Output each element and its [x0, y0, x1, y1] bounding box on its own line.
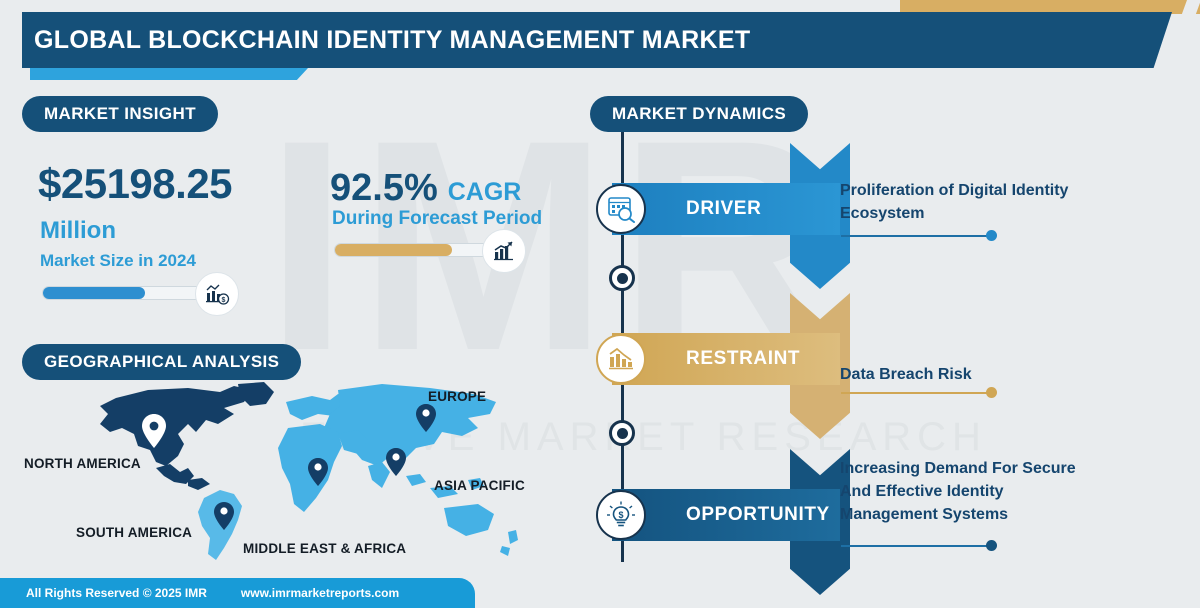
- restraint-description: Data Breach Risk: [840, 366, 972, 383]
- footer-bar: All Rights Reserved © 2025 IMR www.imrma…: [0, 578, 475, 608]
- market-dynamics-badge: MARKET DYNAMICS: [590, 96, 809, 132]
- connector-node: [609, 265, 635, 291]
- svg-text:$: $: [222, 297, 226, 304]
- opportunity-underline: [841, 545, 993, 547]
- header-accent-underbar: [30, 68, 308, 80]
- market-size-unit: Million: [40, 217, 116, 244]
- footer-copyright: All Rights Reserved © 2025 IMR: [26, 586, 207, 600]
- map-pin-middle-east-africa: [308, 458, 328, 486]
- map-pin-south-america: [214, 502, 234, 530]
- map-label-europe: EUROPE: [428, 389, 487, 404]
- market-size-caption: Market Size in 2024: [40, 251, 196, 270]
- connector-node: [609, 420, 635, 446]
- footer-website[interactable]: www.imrmarketreports.com: [240, 586, 400, 600]
- declining-bar-chart-icon: [596, 334, 646, 384]
- market-size-progress: [42, 286, 220, 300]
- cagr-value: 92.5%: [330, 167, 438, 209]
- geographical-analysis-badge: GEOGRAPHICAL ANALYSIS: [22, 344, 302, 380]
- market-size-value: $25198.25: [38, 160, 233, 207]
- cagr-row: 92.5% CAGR: [330, 167, 521, 210]
- cagr-caption: During Forecast Period: [332, 208, 543, 229]
- document-search-icon: [596, 184, 646, 234]
- restraint-endpoint-dot: [986, 387, 997, 398]
- map-label-asia-pacific: ASIA PACIFIC: [434, 478, 525, 493]
- gold-accent-bar: [900, 0, 1200, 14]
- svg-text:$: $: [618, 510, 623, 520]
- restraint-ribbon[interactable]: RESTRAINT: [612, 333, 840, 385]
- driver-endpoint-dot: [986, 230, 997, 241]
- page-title: GLOBAL BLOCKCHAIN IDENTITY MANAGEMENT MA…: [34, 26, 751, 54]
- growth-chart-icon: [482, 229, 526, 273]
- map-pin-north-america: [142, 414, 166, 448]
- driver-ribbon[interactable]: DRIVER: [612, 183, 840, 235]
- cagr-label: CAGR: [447, 178, 522, 206]
- restraint-underline: [841, 392, 993, 394]
- header-bar: [22, 12, 1172, 68]
- cagr-progress: [334, 243, 524, 257]
- map-pin-europe: [416, 404, 436, 432]
- map-label-south-america: SOUTH AMERICA: [76, 525, 193, 540]
- map-label-middle-east-africa: MIDDLE EAST & AFRICA: [243, 541, 407, 556]
- opportunity-endpoint-dot: [986, 540, 997, 551]
- market-insight-badge: MARKET INSIGHT: [22, 96, 218, 132]
- map-pin-asia-pacific: [386, 448, 406, 476]
- driver-description: Proliferation of Digital Identity Ecosys…: [840, 182, 1069, 223]
- bar-chart-dollar-icon: $: [195, 272, 239, 316]
- opportunity-ribbon[interactable]: OPPORTUNITY: [612, 489, 840, 541]
- world-map: NORTH AMERICA SOUTH AMERICA MIDDLE EAST …: [24, 380, 558, 570]
- driver-underline: [841, 235, 993, 237]
- opportunity-description: Increasing Demand For Secure And Effecti…: [840, 460, 1076, 524]
- map-label-north-america: NORTH AMERICA: [24, 456, 141, 471]
- lightbulb-dollar-icon: $: [596, 490, 646, 540]
